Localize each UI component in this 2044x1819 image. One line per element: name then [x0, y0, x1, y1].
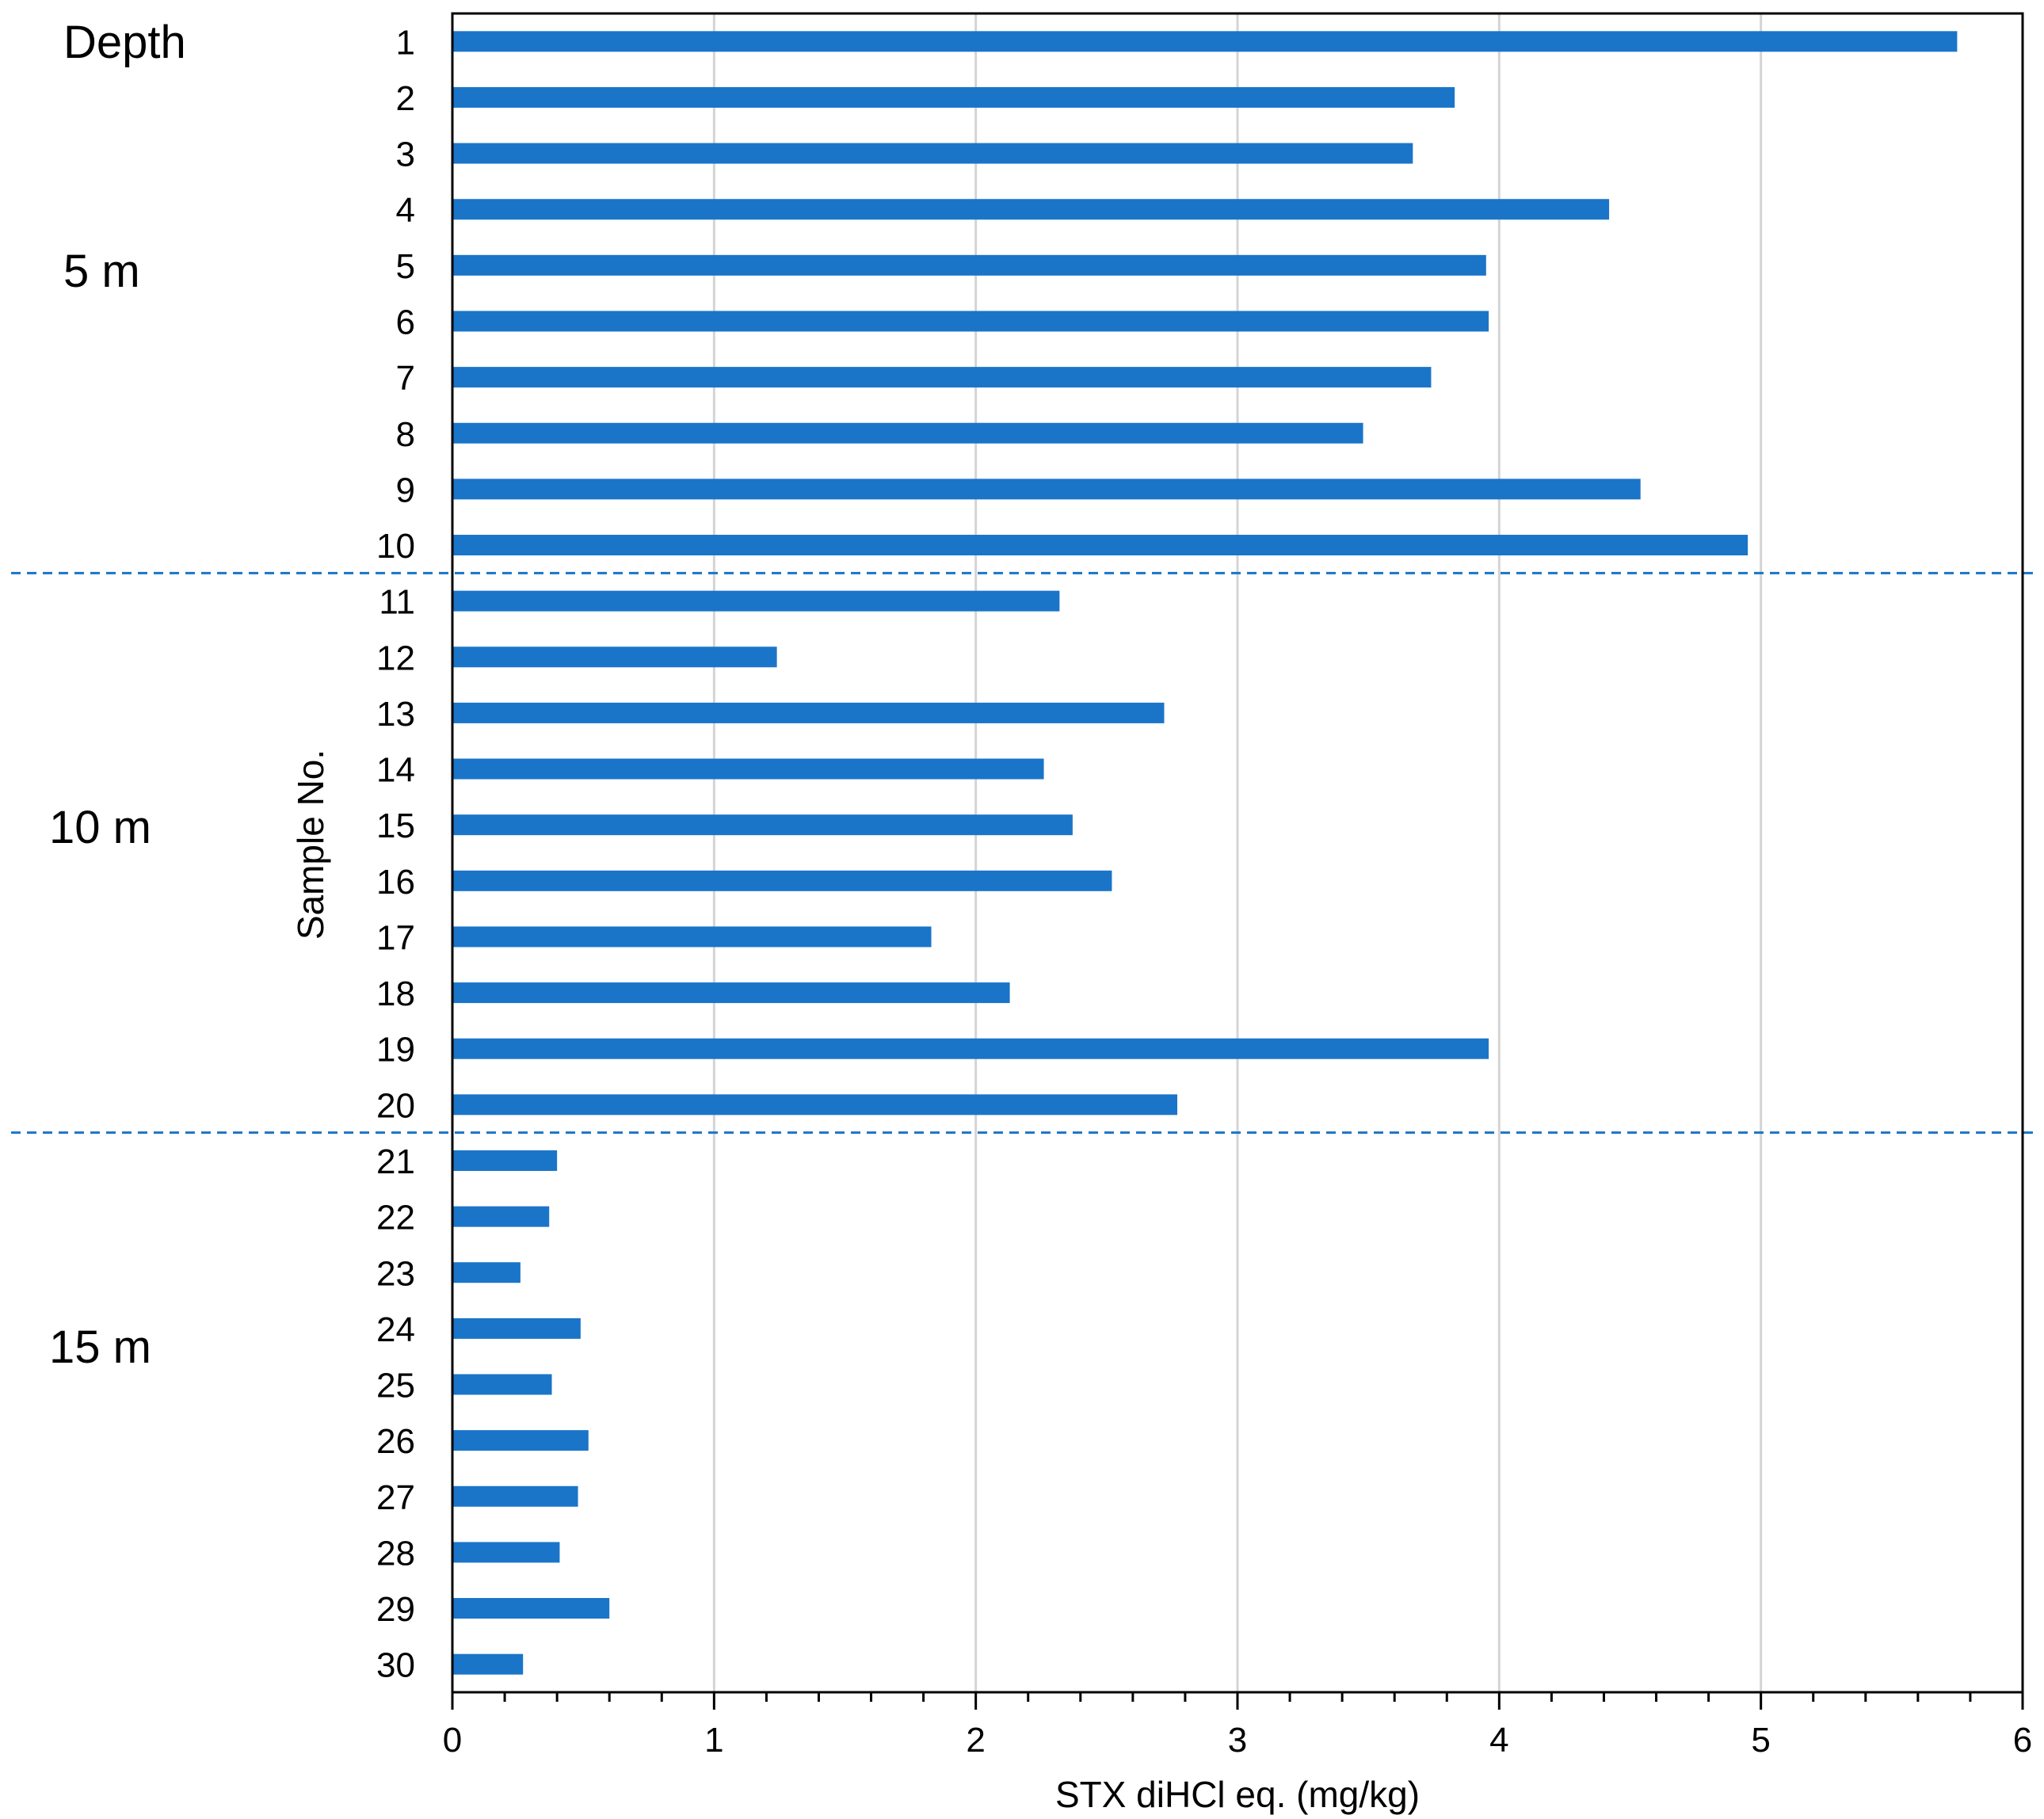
x-axis-ticks [451, 1692, 2024, 1710]
bar-sample-27 [452, 1485, 578, 1507]
y-tick-label-19: 19 [376, 1031, 415, 1070]
bar-sample-25 [452, 1374, 552, 1395]
y-tick-label-1: 1 [396, 23, 415, 62]
y-tick-label-16: 16 [376, 863, 415, 902]
y-tick-label-28: 28 [376, 1534, 415, 1573]
y-tick-label-7: 7 [396, 359, 415, 398]
bar-sample-3 [452, 143, 1413, 164]
bar-sample-16 [452, 870, 1112, 891]
depth-dividers [11, 571, 2033, 1134]
x-tick-label-6: 6 [2013, 1721, 2032, 1760]
y-tick-label-18: 18 [376, 974, 415, 1013]
y-tick-label-11: 11 [379, 583, 415, 622]
y-tick-label-3: 3 [396, 135, 415, 174]
bars [452, 31, 1958, 1675]
bar-sample-6 [452, 311, 1489, 332]
y-tick-label-30: 30 [376, 1646, 415, 1685]
y-tick-label-17: 17 [376, 918, 415, 957]
y-tick-label-29: 29 [376, 1590, 415, 1629]
y-tick-label-20: 20 [376, 1086, 415, 1125]
y-tick-label-14: 14 [376, 751, 415, 790]
depth-label-1: 5 m [63, 246, 140, 297]
y-tick-label-10: 10 [376, 527, 415, 566]
bar-sample-12 [452, 646, 777, 668]
bar-sample-13 [452, 702, 1165, 723]
y-tick-label-27: 27 [376, 1478, 415, 1517]
bar-sample-29 [452, 1598, 610, 1619]
bar-sample-30 [452, 1653, 524, 1675]
y-tick-label-24: 24 [376, 1310, 415, 1349]
bar-sample-1 [452, 31, 1958, 52]
bar-sample-15 [452, 814, 1073, 836]
bar-sample-22 [452, 1206, 550, 1227]
x-axis-title: STX diHCl eq. (mg/kg) [1055, 1774, 1420, 1815]
y-tick-label-8: 8 [396, 415, 415, 454]
y-tick-label-26: 26 [376, 1422, 415, 1461]
x-axis-tick-labels: 0 1 2 3 4 5 6 [443, 1721, 2032, 1760]
gridlines [712, 13, 1763, 1692]
x-tick-label-0: 0 [443, 1721, 462, 1760]
bar-sample-9 [452, 479, 1641, 500]
bar-sample-14 [452, 758, 1044, 780]
y-tick-label-23: 23 [376, 1254, 415, 1293]
y-tick-label-4: 4 [396, 191, 415, 230]
x-tick-label-5: 5 [1751, 1721, 1770, 1760]
y-tick-label-12: 12 [376, 639, 415, 677]
y-tick-label-9: 9 [396, 471, 415, 509]
bar-sample-19 [452, 1038, 1489, 1059]
bar-sample-7 [452, 367, 1432, 388]
depth-label-3: 15 m [49, 1321, 151, 1373]
bar-sample-8 [452, 422, 1363, 444]
bar-sample-5 [452, 254, 1486, 276]
depth-group-labels: 5 m 10 m 15 m [49, 246, 151, 1373]
y-tick-label-15: 15 [376, 807, 415, 845]
bar-sample-20 [452, 1094, 1178, 1115]
bar-sample-4 [452, 199, 1610, 220]
bar-sample-18 [452, 982, 1010, 1004]
bar-sample-28 [452, 1542, 560, 1563]
y-tick-label-22: 22 [376, 1199, 415, 1237]
bar-sample-21 [452, 1150, 558, 1171]
y-axis-title: Sample No. [290, 749, 331, 940]
y-tick-label-25: 25 [376, 1367, 415, 1405]
bar-sample-2 [452, 86, 1455, 108]
x-tick-label-3: 3 [1228, 1721, 1247, 1760]
x-tick-label-4: 4 [1489, 1721, 1508, 1760]
y-tick-label-5: 5 [396, 247, 415, 286]
bar-sample-10 [452, 535, 1748, 556]
x-tick-label-1: 1 [704, 1721, 723, 1760]
bar-sample-26 [452, 1430, 589, 1451]
bar-sample-23 [452, 1262, 521, 1283]
bar-sample-11 [452, 590, 1060, 612]
y-tick-label-13: 13 [376, 695, 415, 734]
y-axis-tick-labels: 1234567891011121314151617181920212223242… [376, 23, 415, 1684]
bar-sample-24 [452, 1318, 581, 1339]
y-tick-label-6: 6 [396, 303, 415, 341]
depth-label-2: 10 m [49, 802, 151, 853]
depth-header: Depth [63, 17, 186, 68]
y-tick-label-21: 21 [376, 1142, 415, 1181]
x-tick-label-2: 2 [966, 1721, 985, 1760]
y-tick-label-2: 2 [396, 79, 415, 118]
bar-sample-17 [452, 926, 932, 948]
